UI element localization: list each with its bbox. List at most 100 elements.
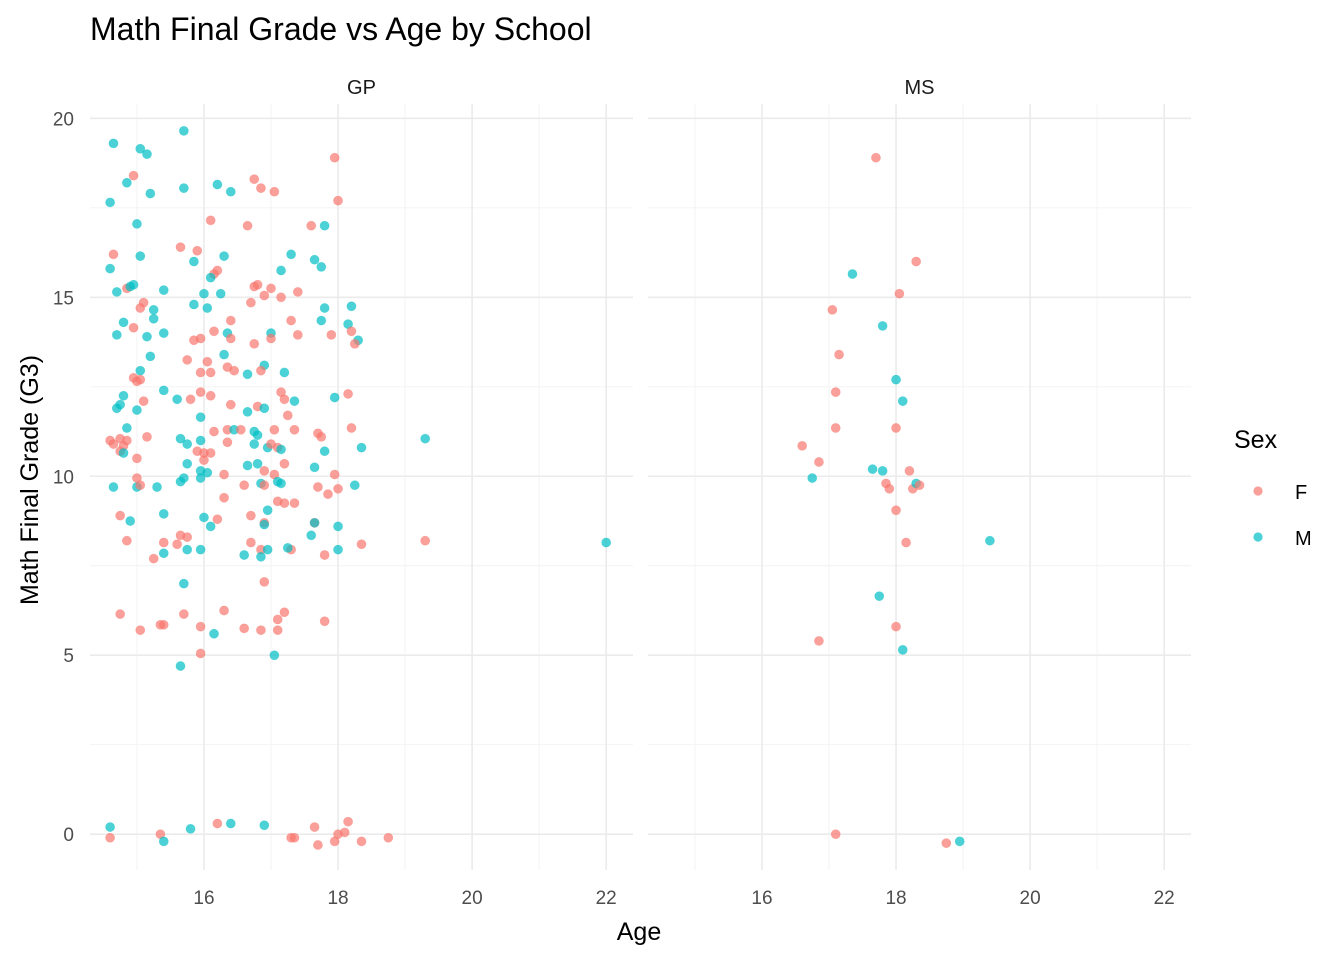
data-point-f	[115, 609, 126, 619]
data-point-f	[269, 186, 280, 197]
data-point-m	[111, 287, 122, 297]
data-point-f	[313, 482, 323, 492]
data-point-f	[356, 539, 367, 550]
data-point-m	[847, 269, 858, 279]
data-point-m	[121, 423, 132, 433]
data-point-m	[132, 219, 142, 229]
data-point-f	[155, 619, 166, 630]
data-point-f	[814, 457, 824, 467]
data-point-m	[262, 505, 273, 516]
data-point-f	[259, 576, 270, 587]
data-point-m	[252, 430, 263, 440]
data-point-m	[897, 396, 908, 406]
data-point-m	[282, 542, 293, 553]
data-point-m	[897, 644, 908, 655]
data-point-m	[142, 331, 152, 342]
data-point-m	[420, 433, 431, 444]
data-point-f	[313, 840, 323, 850]
data-point-f	[239, 480, 250, 491]
data-point-f	[212, 514, 223, 525]
data-point-m	[182, 544, 193, 555]
data-point-m	[349, 480, 360, 491]
data-point-f	[185, 394, 196, 405]
data-point-f	[329, 469, 340, 480]
data-point-f	[289, 498, 300, 509]
data-point-m	[269, 650, 280, 661]
data-point-m	[118, 317, 129, 328]
data-point-f	[891, 423, 901, 433]
data-point-m	[346, 301, 357, 312]
data-point-f	[279, 498, 290, 509]
data-point-m	[219, 349, 229, 360]
data-point-m	[309, 254, 320, 265]
data-point-m	[118, 390, 129, 401]
data-point-m	[256, 551, 266, 562]
facet-panel-gp: GP 16 18 20 22 0 5 10 15 20	[53, 77, 633, 909]
data-point-f	[219, 469, 229, 480]
data-point-m	[954, 836, 965, 847]
data-point-f	[175, 242, 186, 253]
data-point-f	[333, 195, 343, 206]
data-point-f	[266, 283, 276, 294]
data-point-f	[249, 338, 260, 349]
data-point-f	[249, 174, 260, 185]
data-point-m	[182, 439, 193, 449]
data-point-m	[891, 374, 901, 385]
data-point-m	[125, 516, 136, 526]
data-point-f	[266, 333, 276, 344]
data-point-f	[941, 838, 952, 849]
data-point-f	[279, 607, 290, 618]
data-point-m	[276, 478, 286, 489]
data-point-f	[239, 623, 250, 634]
legend-key-f	[1253, 486, 1263, 496]
data-point-f	[182, 532, 193, 543]
data-point-m	[178, 578, 189, 589]
x-tick-label: 16	[751, 888, 772, 909]
data-point-f	[830, 829, 841, 840]
data-point-f	[219, 605, 229, 616]
data-point-m	[242, 369, 253, 380]
data-point-f	[346, 326, 357, 337]
data-point-m	[209, 628, 219, 639]
data-point-m	[175, 433, 186, 444]
data-point-m	[225, 818, 236, 829]
x-tick-label: 18	[327, 888, 348, 909]
x-axis-title: Age	[617, 918, 661, 946]
data-point-m	[172, 394, 183, 405]
data-point-f	[172, 539, 183, 550]
x-tick-label: 18	[885, 888, 906, 909]
data-point-f	[135, 480, 146, 491]
data-point-f	[306, 220, 317, 231]
data-point-f	[797, 440, 808, 451]
data-point-m	[252, 458, 263, 469]
data-point-f	[279, 394, 290, 405]
data-point-m	[333, 544, 343, 555]
data-point-f	[891, 505, 901, 516]
data-point-f	[814, 636, 824, 646]
y-axis-title: Math Final Grade (G3)	[16, 355, 44, 605]
data-point-m	[333, 521, 343, 532]
data-point-f	[901, 537, 911, 548]
data-point-f	[343, 816, 353, 827]
data-point-m	[309, 517, 320, 528]
data-point-m	[601, 537, 612, 548]
data-point-f	[235, 424, 246, 435]
data-point-f	[121, 535, 132, 546]
data-point-m	[202, 303, 213, 313]
data-point-f	[316, 431, 327, 442]
data-point-f	[894, 288, 905, 299]
data-point-m	[242, 460, 253, 471]
data-point-f	[195, 621, 206, 632]
data-point-m	[152, 482, 162, 492]
data-point-m	[205, 272, 216, 283]
data-point-m	[356, 442, 367, 453]
data-point-m	[242, 406, 253, 417]
data-point-m	[135, 143, 146, 154]
data-point-f	[830, 387, 841, 398]
data-point-m	[306, 530, 317, 541]
data-point-f	[192, 245, 203, 256]
facet-panel-ms: MS 16 18 20 22	[648, 77, 1191, 909]
data-point-f	[420, 535, 431, 546]
data-point-f	[138, 396, 149, 406]
data-point-f	[911, 256, 922, 267]
